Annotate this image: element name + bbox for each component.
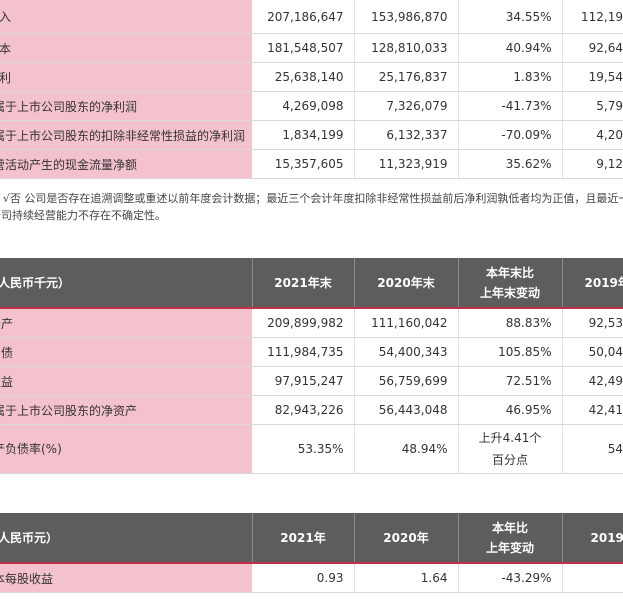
table-row: 负债 111,984,735 54,400,343 105.85% 50,04: [0, 337, 623, 367]
header-2019: 2019年: [562, 258, 623, 309]
header-2020: 2020年末: [354, 258, 459, 309]
footnote: □是 √否 公司是否存在追溯调整或重述以前年度会计数据；最近三个会计年度扣除非经…: [0, 190, 623, 224]
footnote-line-2: 公司持续经营能力不存在不确定性。: [0, 209, 166, 222]
cell-2020: 25,176,837: [354, 62, 459, 92]
table-row: 基本每股收益 0.93 1.64 -43.29%: [0, 563, 623, 593]
header-change: 本年比 上年变动: [458, 513, 563, 564]
cell-2019: 42,49: [562, 366, 623, 396]
table-row: 毛利 25,638,140 25,176,837 1.83% 19,54: [0, 62, 623, 92]
income-table: 收入 207,186,647 153,986,870 34.55% 112,19…: [0, 0, 623, 179]
row-label: 负债: [0, 337, 253, 367]
cell-change: 46.95%: [458, 395, 563, 425]
row-label: 归属于上市公司股东的扣除非经常性损益的净利润: [0, 120, 253, 150]
cell-2021: 97,915,247: [252, 366, 355, 396]
cell-2021: 207,186,647: [252, 0, 355, 34]
row-label: 经营活动产生的现金流量净额: [0, 149, 253, 179]
cell-change: 40.94%: [458, 33, 563, 63]
cell-change: 88.83%: [458, 308, 563, 338]
cell-2020: 6,132,337: [354, 120, 459, 150]
table-row: 资产 209,899,982 111,160,042 88.83% 92,53: [0, 308, 623, 338]
cell-2020: 56,759,699: [354, 366, 459, 396]
table-row: 归属于上市公司股东的扣除非经常性损益的净利润 1,834,199 6,132,3…: [0, 120, 623, 150]
header-change: 本年末比 上年末变动: [458, 258, 563, 309]
table-row: 归属于上市公司股东的净利润 4,269,098 7,326,079 -41.73…: [0, 91, 623, 121]
row-label: 基本每股收益: [0, 563, 253, 593]
cell-2019: 92,53: [562, 308, 623, 338]
cell-2020: 128,810,033: [354, 33, 459, 63]
table-row: 成本 181,548,507 128,810,033 40.94% 92,64: [0, 33, 623, 63]
table-row: 权益 97,915,247 56,759,699 72.51% 42,49: [0, 366, 623, 396]
cell-change: 105.85%: [458, 337, 563, 367]
cell-2019: 54: [562, 424, 623, 474]
cell-2019: 19,54: [562, 62, 623, 92]
cell-2021: 209,899,982: [252, 308, 355, 338]
header-unit: （人民币千元）: [0, 258, 253, 309]
cell-2019: [562, 563, 623, 593]
row-label: 毛利: [0, 62, 253, 92]
cell-2020: 48.94%: [354, 424, 459, 474]
cell-2020: 153,986,870: [354, 0, 459, 34]
cell-change: 35.62%: [458, 149, 563, 179]
cell-2019: 92,64: [562, 33, 623, 63]
cell-2021: 181,548,507: [252, 33, 355, 63]
cell-change: 上升4.41个 百分点: [458, 424, 563, 474]
row-label: 权益: [0, 366, 253, 396]
cell-2020: 7,326,079: [354, 91, 459, 121]
cell-change: 34.55%: [458, 0, 563, 34]
cell-2019: 112,19: [562, 0, 623, 34]
row-label: 收入: [0, 0, 253, 34]
cell-2020: 56,443,048: [354, 395, 459, 425]
cell-2020: 54,400,343: [354, 337, 459, 367]
header-2021: 2021年: [252, 513, 355, 564]
table-row: 经营活动产生的现金流量净额 15,357,605 11,323,919 35.6…: [0, 149, 623, 179]
cell-2021: 0.93: [252, 563, 355, 593]
table-row: 收入 207,186,647 153,986,870 34.55% 112,19: [0, 0, 623, 34]
cell-change: -41.73%: [458, 91, 563, 121]
row-label: 资产负债率(%): [0, 424, 253, 474]
cell-2019: 42,41: [562, 395, 623, 425]
cell-2021: 111,984,735: [252, 337, 355, 367]
cell-change: 72.51%: [458, 366, 563, 396]
cell-2021: 53.35%: [252, 424, 355, 474]
cell-2020: 111,160,042: [354, 308, 459, 338]
cell-2020: 11,323,919: [354, 149, 459, 179]
row-label: 归属于上市公司股东的净利润: [0, 91, 253, 121]
row-label: 归属于上市公司股东的净资产: [0, 395, 253, 425]
row-label: 成本: [0, 33, 253, 63]
cell-2021: 4,269,098: [252, 91, 355, 121]
row-label: 资产: [0, 308, 253, 338]
header-2021: 2021年末: [252, 258, 355, 309]
header-2019: 2019年: [562, 513, 623, 564]
cell-2021: 82,943,226: [252, 395, 355, 425]
cell-2019: 5,79: [562, 91, 623, 121]
header-2020: 2020年: [354, 513, 459, 564]
cell-2021: 25,638,140: [252, 62, 355, 92]
cell-2019: 50,04: [562, 337, 623, 367]
cell-2021: 1,834,199: [252, 120, 355, 150]
header-unit: （人民币元）: [0, 513, 253, 564]
cell-change: -70.09%: [458, 120, 563, 150]
cell-change: 1.83%: [458, 62, 563, 92]
table-row: 归属于上市公司股东的净资产 82,943,226 56,443,048 46.9…: [0, 395, 623, 425]
cell-2020: 1.64: [354, 563, 459, 593]
cell-change: -43.29%: [458, 563, 563, 593]
cell-2019: 4,20: [562, 120, 623, 150]
cell-2021: 15,357,605: [252, 149, 355, 179]
footnote-line-1: □是 √否 公司是否存在追溯调整或重述以前年度会计数据；最近三个会计年度扣除非经…: [0, 192, 623, 205]
cell-2019: 9,12: [562, 149, 623, 179]
